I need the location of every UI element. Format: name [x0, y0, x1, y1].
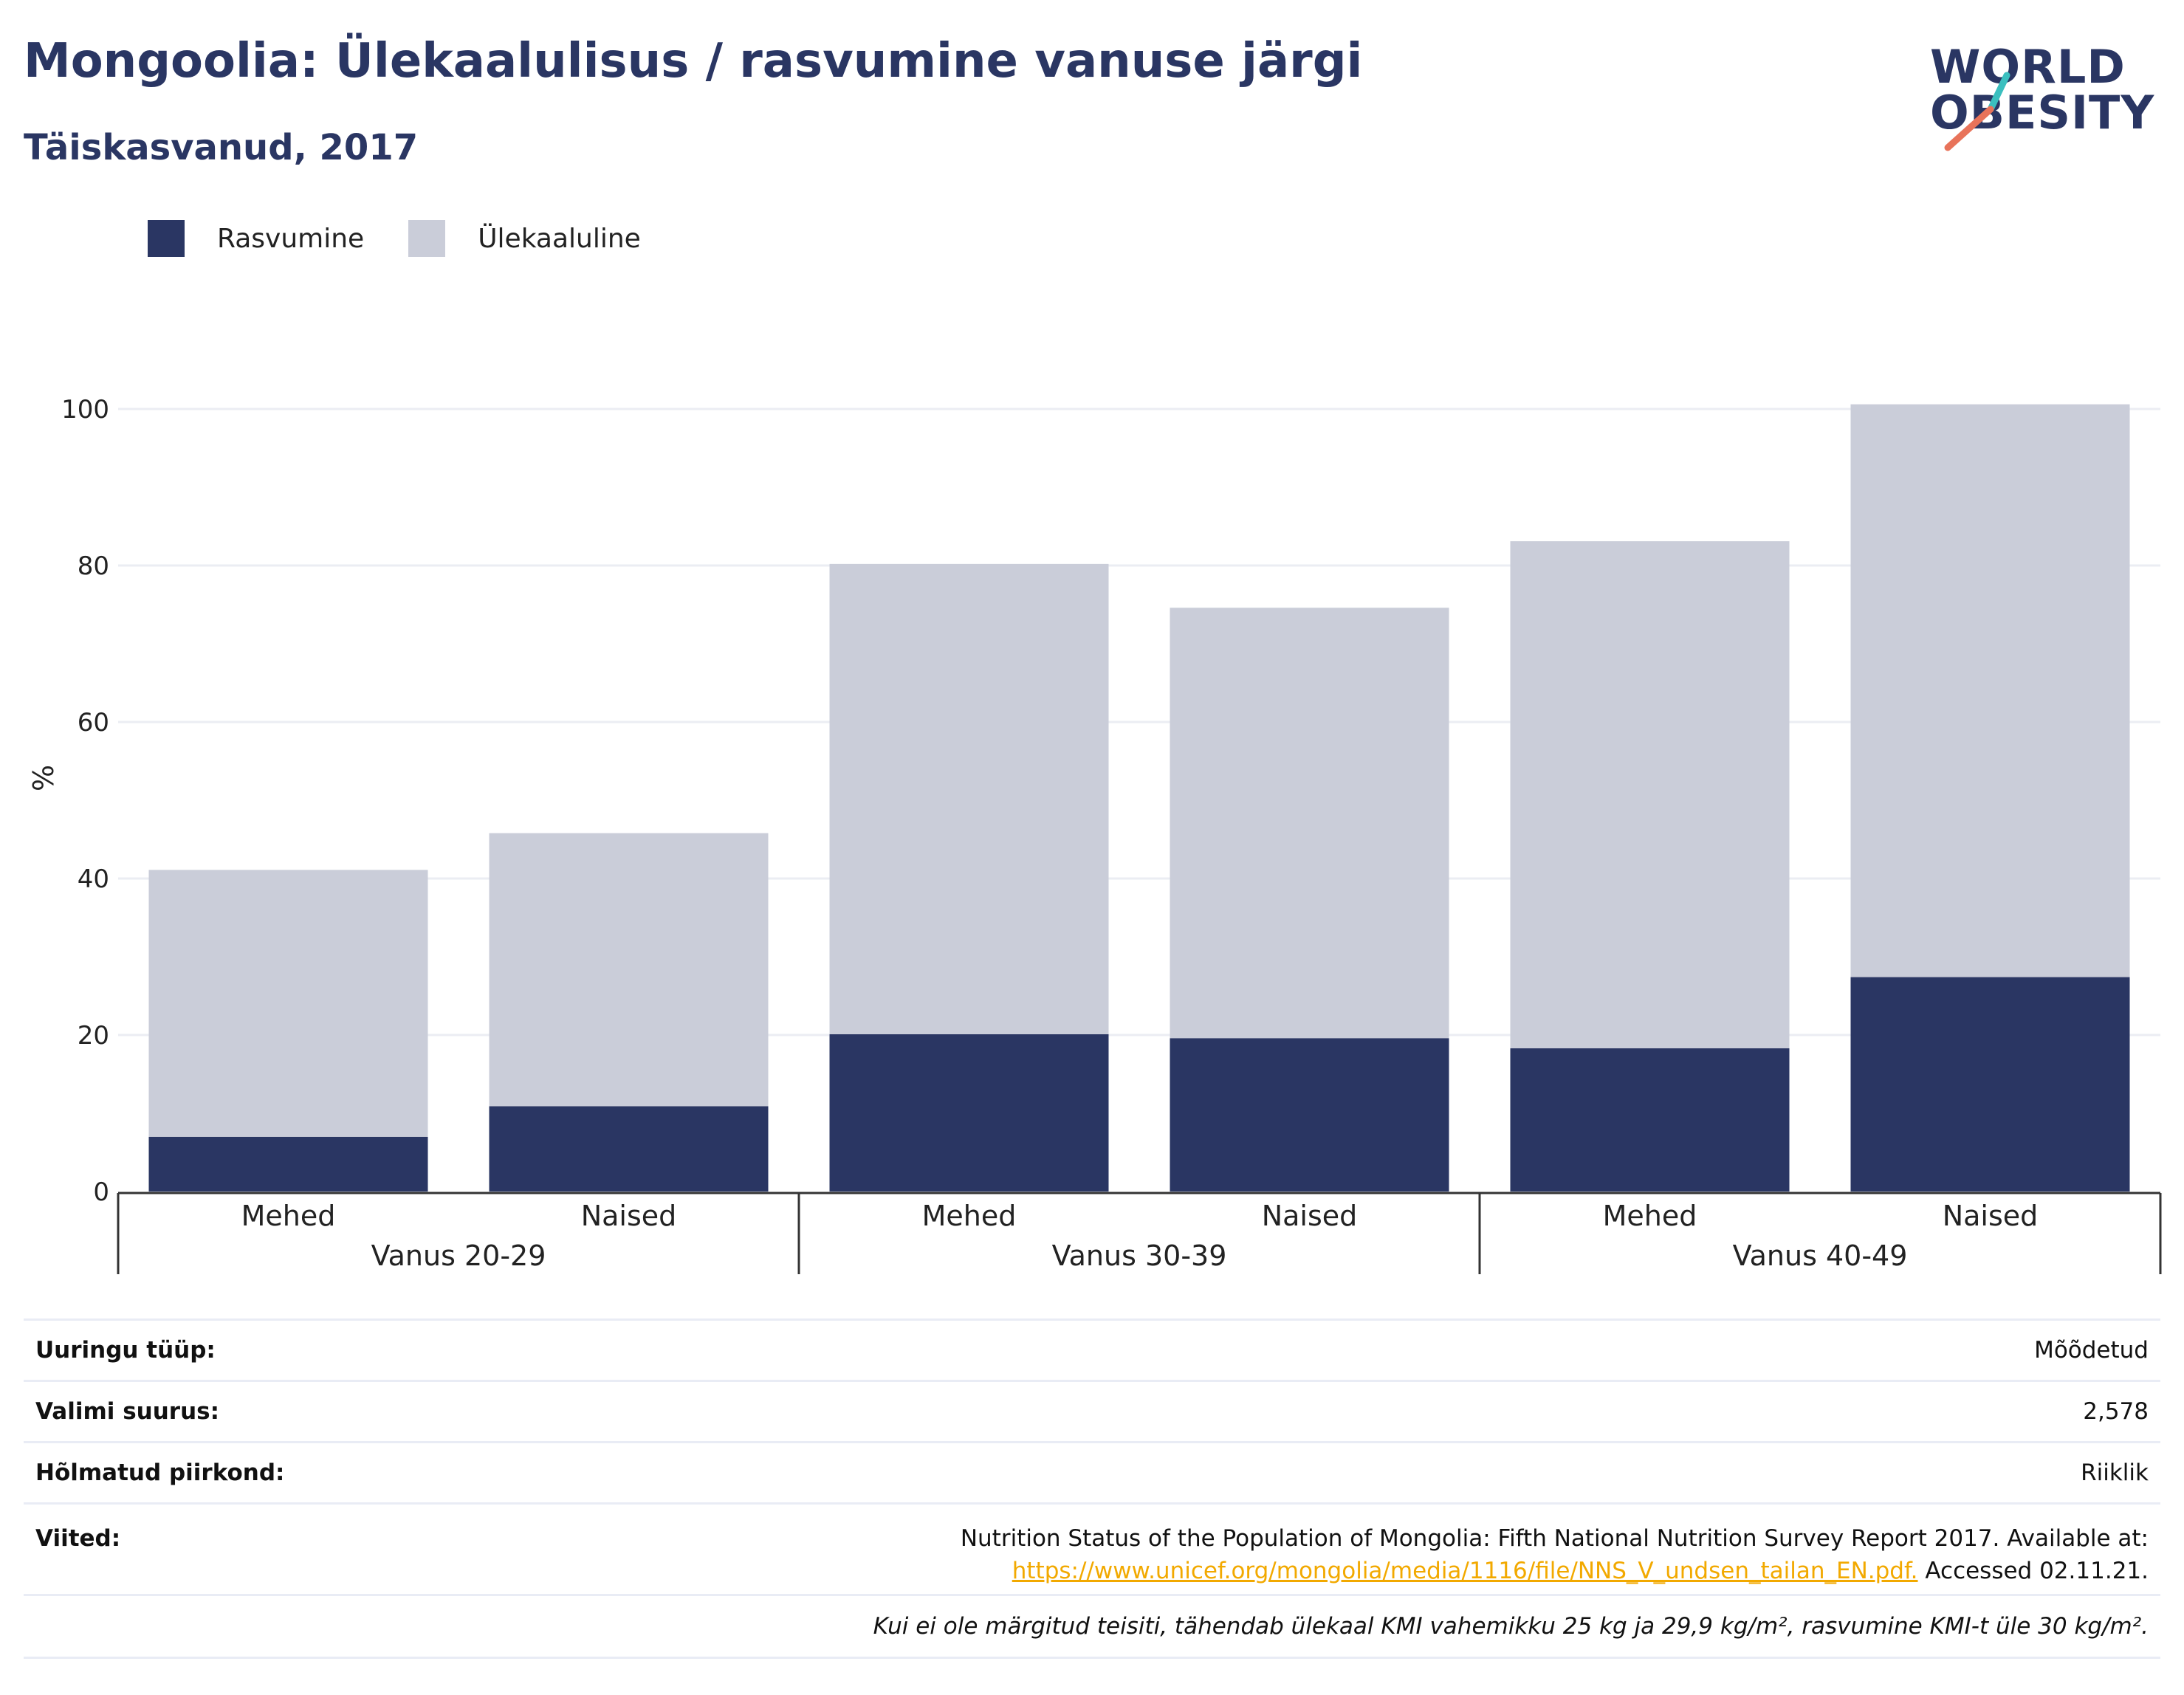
bar-obesity-6: [1850, 977, 2130, 1192]
bar-obesity-4: [1170, 1038, 1449, 1192]
y-tick-label-0: 0: [93, 1177, 109, 1207]
bar-obesity-3: [829, 1034, 1109, 1192]
x-tick-label-4: Naised: [1262, 1200, 1358, 1232]
bar-overweight-5: [1510, 541, 1790, 1049]
y-tick-label-40: 40: [78, 864, 109, 894]
info-row-sample-size: Valimi suurus: 2,578: [24, 1380, 2160, 1441]
info-label-sample-size: Valimi suurus:: [35, 1398, 219, 1425]
info-value-sample-size: 2,578: [2083, 1398, 2149, 1425]
bar-overweight-2: [489, 833, 769, 1107]
info-value-area: Riiklik: [2081, 1460, 2149, 1486]
bar-overweight-6: [1850, 404, 2130, 977]
info-row-survey-type: Uuringu tüüp: Mõõdetud: [24, 1318, 2160, 1380]
y-tick-label-20: 20: [78, 1021, 109, 1051]
y-axis-title: %: [27, 765, 60, 791]
info-row-note: Kui ei ole märgitud teisiti, tähendab ül…: [24, 1594, 2160, 1659]
bar-obesity-1: [148, 1136, 428, 1192]
info-value-references: Nutrition Status of the Population of Mo…: [961, 1522, 2160, 1587]
bar-overweight-4: [1170, 608, 1449, 1039]
legend-swatch-obesity: [148, 220, 185, 257]
world-obesity-logo: WORLD OBESITY: [1927, 22, 2171, 155]
x-tick-label-1: Mehed: [241, 1200, 336, 1232]
legend-label-obesity: Rasvumine: [217, 223, 365, 254]
group-label-3: Vanus 40-49: [1733, 1240, 1908, 1272]
definition-note: Kui ei ole märgitud teisiti, tähendab ül…: [873, 1613, 2149, 1640]
reference-text: Nutrition Status of the Population of Mo…: [960, 1525, 2149, 1552]
x-tick-label-6: Naised: [1943, 1200, 2039, 1232]
legend-label-overweight: Ülekaaluline: [478, 223, 641, 254]
x-tick-label-5: Mehed: [1603, 1200, 1697, 1232]
chart-title: Mongoolia: Ülekaalulisus / rasvumine van…: [24, 34, 1363, 89]
info-table: Uuringu tüüp: Mõõdetud Valimi suurus: 2,…: [24, 1318, 2160, 1659]
info-label-references: Viited:: [35, 1525, 121, 1552]
info-value-survey-type: Mõõdetud: [2034, 1337, 2149, 1364]
x-tick-label-3: Mehed: [922, 1200, 1017, 1232]
y-tick-label-80: 80: [78, 551, 109, 581]
info-row-references: Viited: Nutrition Status of the Populati…: [24, 1502, 2160, 1594]
reference-accessed: Accessed 02.11.21.: [1925, 1558, 2149, 1584]
info-row-area: Hõlmatud piirkond: Riiklik: [24, 1441, 2160, 1502]
y-tick-label-60: 60: [78, 708, 109, 738]
info-label-survey-type: Uuringu tüüp:: [35, 1337, 216, 1364]
legend-swatch-overweight: [408, 220, 446, 257]
bar-overweight-1: [148, 870, 428, 1137]
legend-item-overweight[interactable]: Ülekaaluline: [408, 220, 641, 257]
x-tick-label-2: Naised: [581, 1200, 677, 1232]
reference-line-2: https://www.unicef.org/mongolia/media/11…: [961, 1555, 2149, 1587]
legend-item-obesity[interactable]: Rasvumine: [148, 220, 364, 257]
y-tick-label-100: 100: [61, 395, 109, 424]
bar-overweight-3: [829, 563, 1109, 1034]
group-label-2: Vanus 30-39: [1052, 1240, 1227, 1272]
logo-slash-icon: [1944, 72, 2010, 151]
bar-obesity-2: [489, 1106, 769, 1192]
reference-link[interactable]: https://www.unicef.org/mongolia/media/11…: [1012, 1558, 1918, 1584]
group-label-1: Vanus 20-29: [371, 1240, 546, 1272]
bar-obesity-5: [1510, 1048, 1790, 1192]
info-label-area: Hõlmatud piirkond:: [35, 1460, 285, 1486]
chart-subtitle: Täiskasvanud, 2017: [24, 127, 419, 168]
chart-legend: Rasvumine Ülekaaluline: [148, 219, 685, 258]
logo-word-world: WORLD: [1930, 40, 2126, 94]
stacked-bar-chart: 0 20 40 60 80 100% Mehed Naised Mehed Naised Mehed…: [27, 395, 2162, 1274]
